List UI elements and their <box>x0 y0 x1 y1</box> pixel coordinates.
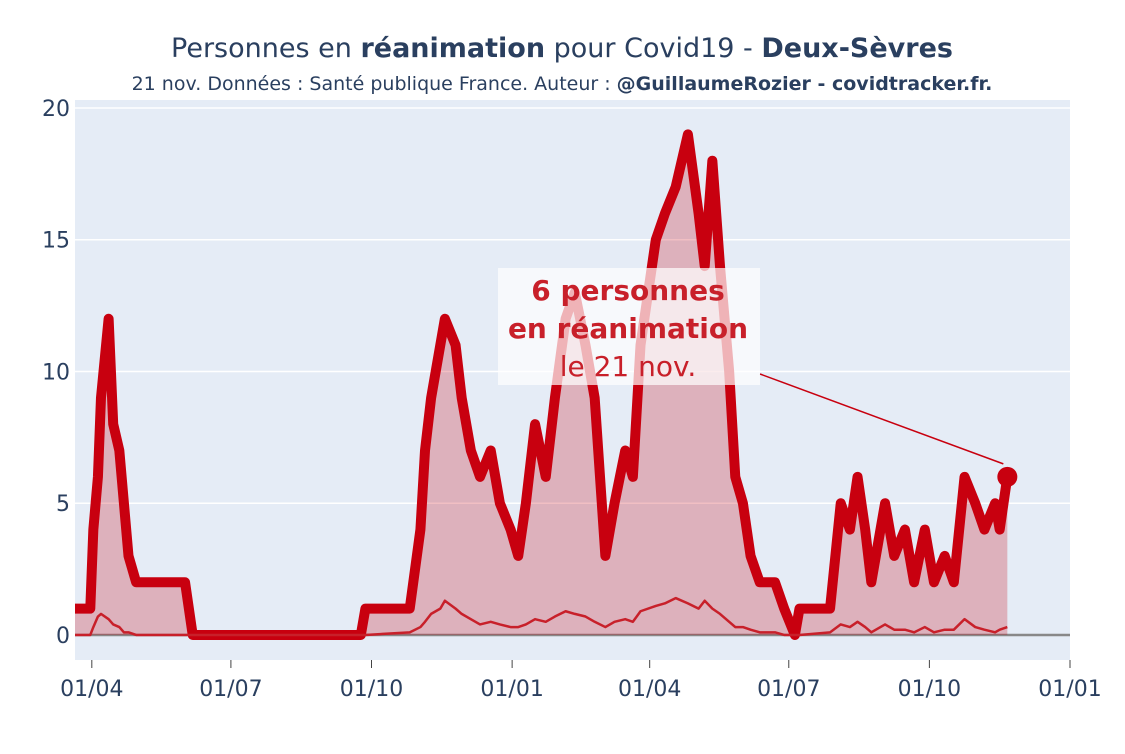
annotation-arrow <box>759 373 1004 465</box>
title-part: réanimation <box>360 33 545 64</box>
x-tick-label: 01/04 <box>618 677 681 702</box>
chart-subtitle: 21 nov. Données : Santé publique France.… <box>132 73 993 95</box>
x-tick-label: 01/07 <box>757 677 820 702</box>
annotation: 6 personnes en réanimation le 21 nov. <box>508 274 748 383</box>
x-tick-label: 01/07 <box>199 677 262 702</box>
title-part: pour Covid19 - <box>545 33 761 64</box>
annotation-line: 6 personnes <box>531 274 725 307</box>
y-tick-label: 15 <box>42 229 70 254</box>
line <box>75 596 1008 637</box>
x-tick-label: 01/01 <box>1038 677 1101 702</box>
x-tick-label: 01/01 <box>480 677 543 702</box>
chart-title: Personnes en réanimation pour Covid19 - … <box>171 33 953 64</box>
subtitle-part: 21 nov. Données : Santé publique France.… <box>132 73 617 95</box>
title-part: Personnes en <box>171 33 360 64</box>
subtitle-part: @GuillaumeRozier - covidtracker.fr. <box>617 73 993 95</box>
annotation-box <box>498 268 760 385</box>
title-part: Deux-Sèvres <box>761 33 953 64</box>
y-tick-label: 10 <box>42 360 70 385</box>
last-point <box>997 466 1018 487</box>
x-tick-label: 01/10 <box>898 677 961 702</box>
y-tick-label: 20 <box>42 97 70 122</box>
x-tick-label: 01/10 <box>340 677 403 702</box>
y-tick-label: 5 <box>56 492 70 517</box>
annotation-line: en réanimation <box>508 312 748 345</box>
x-tick-label: 01/04 <box>60 677 123 702</box>
y-tick-label: 0 <box>56 624 70 649</box>
annotation-line: le 21 nov. <box>560 350 697 383</box>
